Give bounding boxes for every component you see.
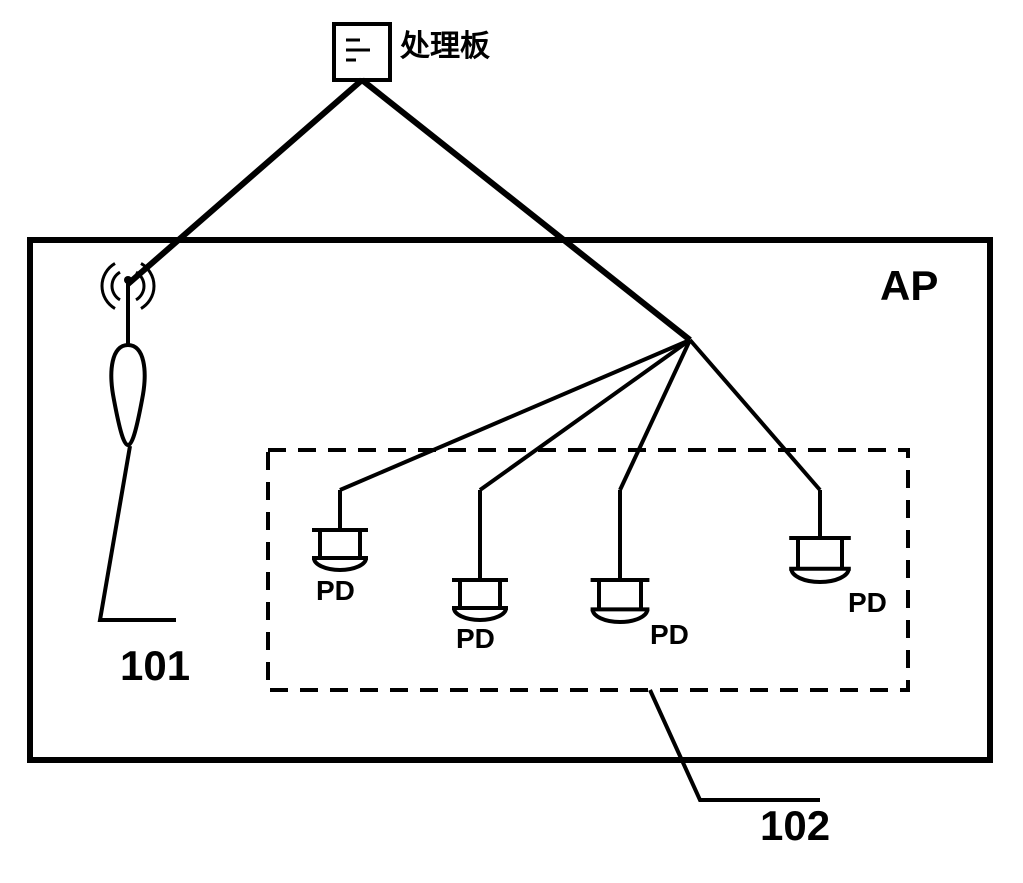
link-processor-antenna — [128, 80, 362, 284]
link-junction-pd-3 — [690, 340, 820, 490]
antenna-tip — [124, 276, 132, 284]
svg-text:PD: PD — [456, 623, 495, 654]
processor-box — [334, 24, 390, 80]
pd-body-sides-3 — [798, 538, 842, 569]
svg-text:PD: PD — [650, 619, 689, 650]
ref-leader-102 — [650, 690, 820, 800]
antenna-wave-left-1 — [112, 272, 120, 300]
link-junction-pd-0 — [340, 340, 690, 490]
pd-body-sides-1 — [460, 580, 500, 608]
pd-body-sides-0 — [320, 530, 360, 558]
ref-leader-101 — [100, 446, 176, 620]
svg-text:PD: PD — [848, 587, 887, 618]
svg-text:101: 101 — [120, 642, 190, 689]
link-processor-pd-junction — [362, 80, 690, 340]
pd-body-sides-2 — [599, 580, 641, 609]
link-junction-pd-2 — [620, 340, 690, 490]
antenna-body — [111, 345, 144, 445]
svg-text:AP: AP — [880, 262, 938, 309]
svg-text:处理板: 处理板 — [399, 30, 490, 63]
svg-text:102: 102 — [760, 802, 830, 849]
svg-text:PD: PD — [316, 575, 355, 606]
